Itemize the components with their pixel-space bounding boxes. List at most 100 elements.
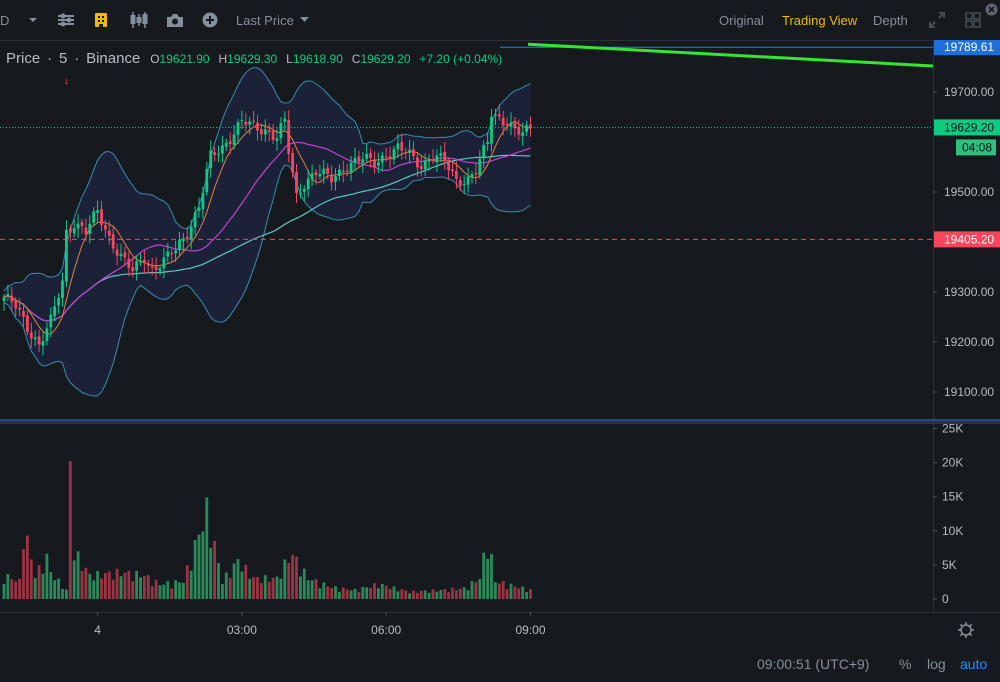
volume-bar [193,540,197,599]
candle-body [143,259,146,264]
indicators-icon[interactable] [57,0,75,40]
candle-body [10,295,14,302]
price-source-selector[interactable]: Last Price [236,0,309,40]
volume-bar [521,586,525,599]
volume-bar [427,592,431,599]
candle-body [462,184,466,186]
candle-body [22,311,25,317]
tab-depth[interactable]: Depth [873,13,908,28]
bollinger-upper-line [3,67,531,292]
volume-bar [458,588,462,599]
volume-bar [252,577,255,599]
candle-body [92,211,96,224]
interval-selector[interactable]: D [0,0,9,40]
volume-bar [232,563,236,599]
legend-close-value: 19629.20 [360,52,411,66]
tab-original[interactable]: Original [719,13,764,28]
percent-scale-toggle[interactable]: % [899,656,912,672]
auto-scale-toggle[interactable]: auto [960,656,988,672]
candle-body [357,156,361,162]
volume-bar [404,590,408,599]
log-scale-toggle[interactable]: log [927,656,946,672]
candle-body [209,150,213,168]
volume-bar [260,583,263,599]
gear-ring [960,624,972,636]
grid-icon[interactable] [965,0,981,40]
candle-body [443,151,447,162]
volume-bar [345,589,349,599]
candle-body [279,123,283,139]
volume-bar [150,586,154,599]
volume-bar [283,559,287,599]
volume-bar [92,580,96,599]
volume-bar [61,589,64,599]
volume-bar [349,590,353,599]
candle-body [217,153,220,155]
volume-bar [505,589,509,599]
screenshot-icon[interactable] [166,0,184,40]
volume-bar [439,589,443,599]
volume-bar [310,580,314,599]
volume-bar [49,572,53,599]
volume-bar [419,590,423,599]
candle-body [53,306,57,317]
candle-body [135,261,138,271]
volume-bar [396,591,400,599]
volume-bar [189,570,193,599]
candle-body [213,151,216,156]
candle-body [197,207,201,211]
candle-body [189,226,193,240]
legend-low-value: 19618.90 [292,52,343,66]
candle-body [104,225,107,230]
candle-body [299,193,302,195]
volume-bar [37,565,41,599]
candle-body [14,301,18,309]
fullscreen-icon[interactable] [929,0,945,40]
candle-body [205,168,209,193]
legend-exchange: Binance [86,50,141,67]
candle-body [509,122,513,127]
candle-body [84,227,88,235]
settings-gear-icon [958,622,974,638]
candle-body [61,280,64,298]
volume-bar [53,580,57,599]
candle-body [41,341,45,346]
candle-body [150,266,154,268]
candle-body [224,142,228,147]
signal-arrow-marker: ↓ [64,75,70,87]
ma-short-line [3,120,531,335]
candle-body [80,222,84,227]
volume-bar [107,571,111,599]
volume-bar [197,534,201,599]
tab-trading-view[interactable]: Trading View [782,13,858,28]
volume-bar [279,578,283,599]
gear-tooth [959,623,964,628]
candle-body [478,158,482,176]
volume-bar [88,573,92,599]
volume-bar [244,564,248,599]
add-icon[interactable] [202,0,218,40]
candle-body [380,155,384,163]
bollinger-lower-line [3,164,531,397]
volume-bar [6,574,10,599]
candle-body [408,149,411,153]
candle-body [96,210,99,213]
legend-symbol: Price [6,50,41,67]
volume-bar [154,579,158,599]
chevron-down-icon[interactable] [28,0,38,40]
volume-tick-label: 15K [942,490,963,504]
volume-bar [143,575,146,599]
candle-body [295,172,298,194]
candle-body [435,155,439,163]
templates-icon[interactable] [94,0,108,40]
close-icon[interactable] [985,3,998,21]
volume-bar [72,560,76,599]
pane-separator [0,421,1000,424]
candle-body [174,250,177,254]
price-chart[interactable]: ↓ 19100.00 19200.00 19300.00 19500.00 19700.0… [0,40,1000,650]
volume-bar [182,582,185,599]
volume-bar [2,583,6,599]
chart-type-icon[interactable] [129,0,149,40]
volume-bar [41,573,45,599]
candle-body [244,121,248,126]
